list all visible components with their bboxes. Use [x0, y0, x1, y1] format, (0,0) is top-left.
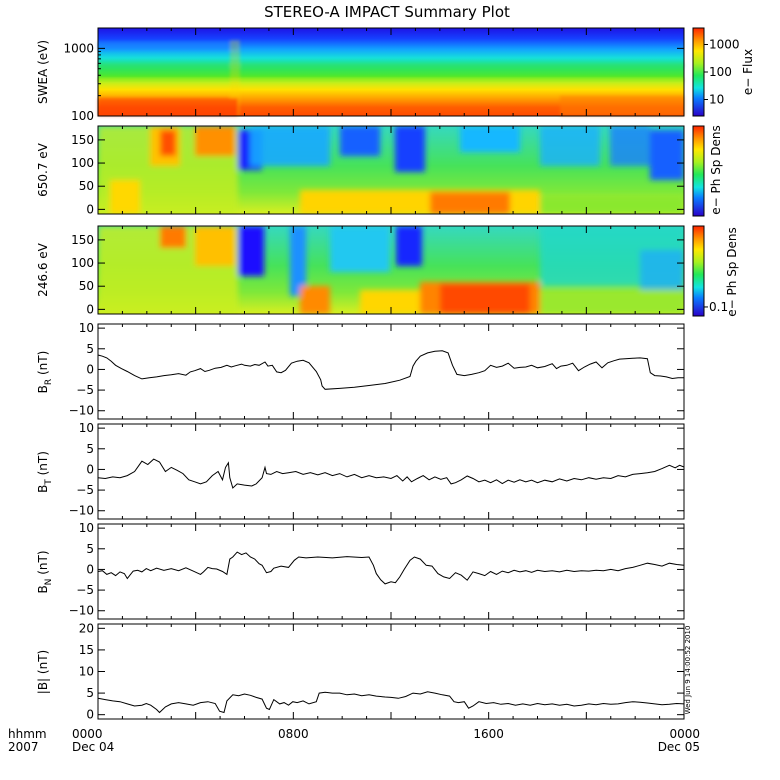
bt-y-label-unit: (nT): [36, 451, 50, 479]
br-panel: −10 −5 0 5 10 BR (nT): [36, 321, 685, 420]
pad650-ytick-label: 50: [79, 179, 94, 193]
bmag-y-label: |B| (nT): [36, 650, 50, 694]
bmag-y-label-main: |B|: [36, 678, 50, 694]
bmag-y-label-unit: (nT): [36, 650, 50, 678]
swea-colorbar: [692, 27, 705, 117]
bt-y-label-sub: T: [44, 479, 54, 486]
br-y-label-main: B: [36, 385, 50, 393]
pad650-ytick-label: 100: [71, 156, 94, 170]
bn-series-line: [97, 551, 685, 585]
pad650-y-axis: 0 50 100 150: [71, 133, 684, 216]
x-tick-date-label: Dec 04: [72, 740, 114, 754]
bt-y-label-main: B: [36, 485, 50, 493]
bmag-ytick-label: 5: [86, 686, 94, 700]
swea-colorbar-label: e− Flux: [741, 49, 755, 95]
pad650-ytick-label: 150: [71, 133, 94, 147]
pad650-texture: [98, 126, 684, 214]
pad246-y-axis: 0 50 100 150: [71, 233, 684, 316]
bt-panel: −10 −5 0 5 10 BT (nT): [36, 421, 685, 520]
swea-spectrogram-panel: 100 1000 SWEA (eV) 10 100 1000 e− Flux: [36, 27, 755, 123]
pad246-texture: [98, 226, 684, 314]
pad246-y-label: 246.6 eV: [36, 242, 50, 297]
timestamp-stamp: Wed Jun 9 14:00:52 2010: [684, 626, 692, 715]
pad246-spectrogram-panel: 0 50 100 150 246.6 eV 0.1 e− Ph Sp Dens: [36, 225, 739, 317]
pad246-colorbar-tick-label: 0.1: [709, 300, 728, 314]
pad650-spectrogram-panel: 0 50 100 150 650.7 eV e− Ph Sp Dens: [36, 125, 723, 217]
bmag-y-axis: 0 5 10 15 20: [79, 621, 684, 722]
bt-ytick-label: 5: [86, 442, 94, 456]
bmag-ytick-label: 10: [79, 665, 94, 679]
bt-y-axis: −10 −5 0 5 10: [69, 421, 684, 518]
bn-panel: −10 −5 0 5 10 BN (nT): [36, 521, 685, 620]
pad650-ytick-label: 0: [86, 202, 94, 216]
bn-y-label: BN (nT): [36, 550, 54, 593]
bn-ytick-label: −5: [76, 583, 94, 597]
x-tick-label: 0800: [278, 727, 309, 741]
x-tick-date-label: Dec 05: [658, 740, 700, 754]
bn-y-label-sub: N: [44, 579, 54, 586]
bt-ytick-label: −10: [69, 504, 94, 518]
swea-y-axis: 100 1000: [63, 27, 684, 123]
bn-ytick-label: −10: [69, 604, 94, 618]
swea-colorbar-tick-label: 100: [709, 65, 732, 79]
bmag-ytick-label: 0: [86, 708, 94, 722]
x-year-label: 2007: [8, 740, 39, 754]
br-y-label-sub: R: [44, 379, 54, 385]
figure-title: STEREO-A IMPACT Summary Plot: [264, 3, 510, 21]
swea-ytick-label: 100: [71, 109, 94, 123]
pad246-colorbar-ticks: 0.1: [704, 300, 728, 314]
bt-series-line: [97, 458, 685, 489]
bn-y-label-unit: (nT): [36, 550, 50, 578]
bt-y-label: BT (nT): [36, 451, 54, 493]
bt-ytick-label: 10: [79, 421, 94, 435]
bmag-ytick-label: 20: [79, 621, 94, 635]
br-ytick-label: −10: [69, 404, 94, 418]
bmag-series-line: [97, 691, 685, 714]
br-series-line: [97, 350, 684, 390]
br-y-label-unit: (nT): [36, 351, 50, 379]
bt-ytick-label: 0: [86, 462, 94, 476]
pad246-ytick-label: 150: [71, 233, 94, 247]
swea-colorbar-ticks: 10 100 1000: [704, 38, 740, 107]
br-y-axis: −10 −5 0 5 10: [69, 321, 684, 418]
x-tick-label: 0000: [72, 727, 103, 741]
x-tick-label: 1600: [473, 727, 504, 741]
bn-ytick-label: 5: [86, 542, 94, 556]
swea-ytick-label: 1000: [63, 41, 94, 55]
bmag-panel: 0 5 10 15 20 |B| (nT) Wed Jun 9 14:00:52 201…: [36, 621, 692, 721]
swea-colorbar-tick-label: 1000: [709, 38, 740, 52]
pad650-y-label: 650.7 eV: [36, 142, 50, 197]
br-ytick-label: 5: [86, 342, 94, 356]
bn-y-label-main: B: [36, 585, 50, 593]
pad650-colorbar: [692, 125, 705, 217]
swea-texture: [98, 40, 684, 116]
pad650-colorbar-label: e− Ph Sp Dens: [709, 125, 723, 214]
bt-ytick-label: −5: [76, 483, 94, 497]
pad246-ytick-label: 0: [86, 302, 94, 316]
x-tick-label: 0000: [669, 727, 700, 741]
bmag-ytick-label: 15: [79, 643, 94, 657]
br-y-label: BR (nT): [36, 351, 54, 394]
x-unit-label: hhmm: [8, 727, 47, 741]
swea-y-label: SWEA (eV): [36, 40, 50, 104]
bn-ytick-label: 0: [86, 562, 94, 576]
br-ytick-label: −5: [76, 383, 94, 397]
bn-y-axis: −10 −5 0 5 10: [69, 521, 684, 618]
swea-colorbar-tick-label: 10: [709, 93, 724, 107]
bn-ytick-label: 10: [79, 521, 94, 535]
pad246-colorbar-label: e− Ph Sp Dens: [725, 227, 739, 316]
br-ytick-label: 0: [86, 362, 94, 376]
pad246-colorbar: [692, 225, 705, 317]
pad246-ytick-label: 100: [71, 256, 94, 270]
br-ytick-label: 10: [79, 321, 94, 335]
pad246-ytick-label: 50: [79, 279, 94, 293]
